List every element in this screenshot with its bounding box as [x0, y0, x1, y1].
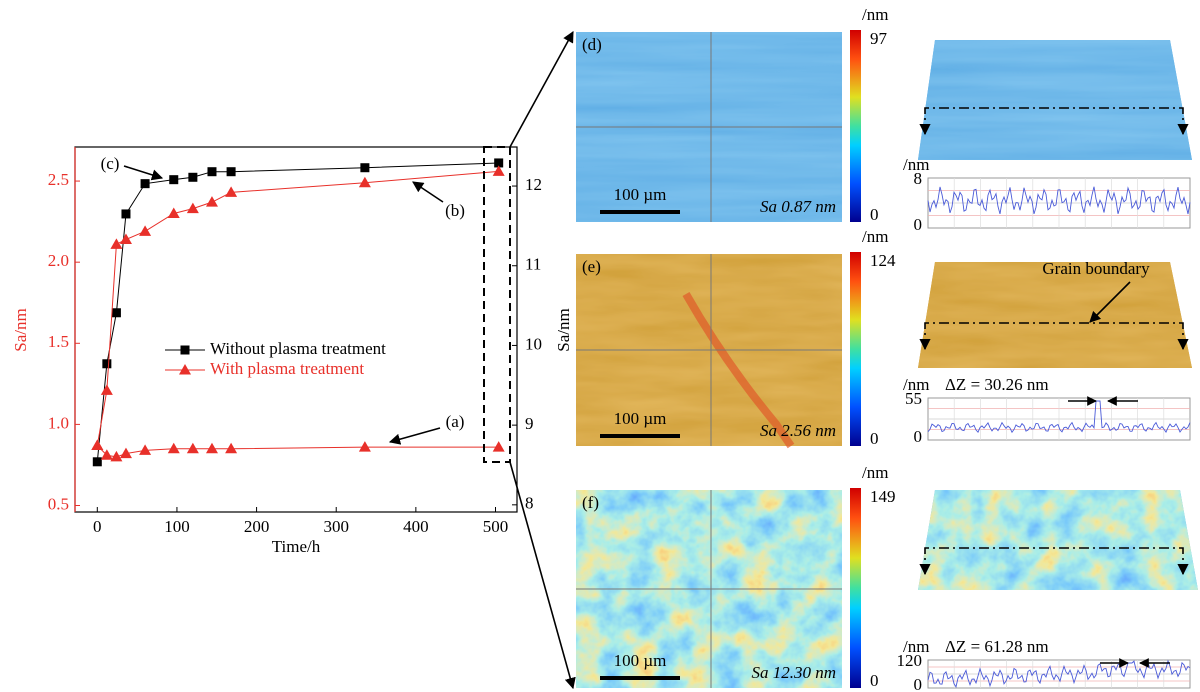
- data-point: [187, 443, 199, 454]
- sa-label: Sa 2.56 nm: [760, 421, 836, 440]
- surface-panels: (d) 100 µm Sa 0.87 nm/nm 97 0/nm 8 0 (e) 100 µm S…: [576, 5, 1200, 692]
- data-point: [359, 441, 371, 452]
- surface-3d: [915, 485, 1200, 595]
- sa-label: Sa 0.87 nm: [760, 197, 836, 216]
- panel-label: (f): [582, 493, 599, 512]
- y-tick-label: 0.5: [48, 494, 69, 513]
- y-tick-label: 2.5: [48, 170, 69, 189]
- data-point: [139, 225, 151, 236]
- profile-max: 120: [897, 651, 923, 670]
- profile-max: 55: [905, 389, 922, 408]
- surface-texture: [915, 35, 1200, 165]
- y2-tick-label: 8: [525, 494, 534, 513]
- colorbar-min: 0: [870, 429, 879, 448]
- scale-bar-label: 100 µm: [614, 185, 667, 204]
- zoom-box: [484, 147, 510, 462]
- data-point: [139, 444, 151, 455]
- annotation-arrow: [390, 428, 440, 442]
- data-point: [169, 175, 178, 184]
- data-point: [120, 233, 132, 244]
- zoom-arrow: [510, 462, 573, 688]
- x-tick-label: 200: [244, 517, 270, 536]
- data-point: [168, 443, 180, 454]
- zoom-arrow: [510, 32, 573, 147]
- annotation: (c): [101, 154, 120, 173]
- y2-axis-label: Sa/nm: [554, 308, 573, 351]
- surface-3d: [915, 35, 1200, 165]
- y-axis-label: Sa/nm: [11, 308, 30, 351]
- profile-min: 0: [914, 215, 923, 234]
- x-tick-label: 500: [483, 517, 509, 536]
- colorbar-unit: /nm: [862, 227, 888, 246]
- x-tick-label: 400: [403, 517, 429, 536]
- x-tick-label: 300: [323, 517, 349, 536]
- scale-bar-label: 100 µm: [614, 651, 667, 670]
- profile-delta: ΔZ = 30.26 nm: [945, 375, 1049, 394]
- data-point: [360, 163, 369, 172]
- series-line: [97, 163, 498, 462]
- colorbar-max: 149: [870, 487, 896, 506]
- legend-label: Without plasma treatment: [210, 339, 386, 358]
- data-point: [141, 179, 150, 188]
- profile-delta: ΔZ = 61.28 nm: [945, 637, 1049, 656]
- data-point: [207, 167, 216, 176]
- panel-label: (e): [582, 257, 601, 276]
- annotation-arrow: [413, 182, 443, 202]
- data-point: [206, 443, 218, 454]
- legend-marker: [179, 364, 191, 375]
- y2-tick-label: 11: [525, 255, 541, 274]
- data-point: [101, 384, 113, 395]
- line-chart: 0 100 200 300 400 500 0.5 1.0 1.5 2.0 2.5 8 9 10 11 12 T…: [11, 32, 573, 688]
- scale-bar-label: 100 µm: [614, 409, 667, 428]
- colorbar: [850, 30, 861, 222]
- data-point: [93, 457, 102, 466]
- colorbar: [850, 252, 861, 446]
- surface-annotation: Grain boundary: [1042, 259, 1150, 278]
- legend-label: With plasma treatment: [210, 359, 364, 378]
- colorbar-min: 0: [870, 671, 879, 690]
- data-point: [112, 308, 121, 317]
- data-point: [121, 209, 130, 218]
- colorbar: [850, 488, 861, 688]
- x-tick-label: 0: [93, 517, 102, 536]
- y2-tick-label: 12: [525, 175, 542, 194]
- annotation: (a): [446, 412, 465, 431]
- colorbar-min: 0: [870, 205, 879, 224]
- data-point: [187, 203, 199, 214]
- data-point: [91, 439, 103, 450]
- profile-min: 0: [914, 675, 923, 692]
- y-tick-label: 1.0: [48, 413, 69, 432]
- figure: 0 100 200 300 400 500 0.5 1.0 1.5 2.0 2.5 8 9 10 11 12 T…: [0, 0, 1200, 692]
- data-point: [206, 196, 218, 207]
- x-tick-label: 100: [164, 517, 190, 536]
- colorbar-max: 124: [870, 251, 896, 270]
- profile-max: 8: [914, 169, 923, 188]
- data-point: [225, 443, 237, 454]
- y-tick-label: 2.0: [48, 251, 69, 270]
- annotation-arrow: [124, 166, 162, 178]
- colorbar-unit: /nm: [862, 463, 888, 482]
- data-point: [188, 173, 197, 182]
- x-axis-label: Time/h: [272, 537, 321, 556]
- legend-marker: [181, 346, 190, 355]
- y-tick-label: 1.5: [48, 332, 69, 351]
- series-line: [97, 445, 498, 456]
- y2-tick-label: 10: [525, 334, 542, 353]
- series-line: [97, 171, 498, 445]
- colorbar-unit: /nm: [862, 5, 888, 24]
- panel-label: (d): [582, 35, 602, 54]
- y2-tick-label: 9: [525, 414, 534, 433]
- data-point: [493, 441, 505, 452]
- data-point: [102, 359, 111, 368]
- colorbar-max: 97: [870, 29, 888, 48]
- data-point: [227, 167, 236, 176]
- profile-min: 0: [914, 427, 923, 446]
- annotation: (b): [445, 201, 465, 220]
- surface-texture: [915, 485, 1200, 595]
- sa-label: Sa 12.30 nm: [751, 663, 836, 682]
